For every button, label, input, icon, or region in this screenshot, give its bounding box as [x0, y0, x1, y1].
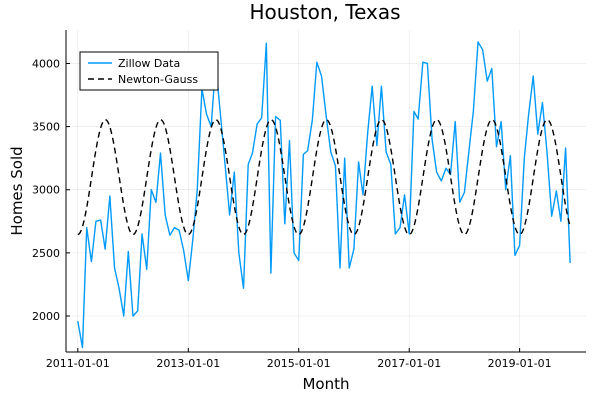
series-layer: [77, 41, 571, 349]
legend-label-zillow-data: Zillow Data: [118, 57, 180, 70]
legend: Zillow Data Newton-Gauss: [79, 51, 219, 91]
x-tick-label: 2015-01-01: [267, 357, 331, 370]
x-axis-label: Month: [302, 375, 349, 393]
x-tick-label: 2011-01-01: [46, 357, 110, 370]
series-newton-gauss-line: [77, 118, 571, 236]
legend-label-newton-gauss: Newton-Gauss: [118, 73, 198, 86]
chart-title: Houston, Texas: [249, 0, 400, 24]
plot-frame: [65, 30, 586, 353]
y-tick-label: 2000: [32, 310, 60, 323]
series-zillow-data-line: [77, 41, 571, 349]
y-tick-label: 3500: [32, 121, 60, 134]
y-tick-label: 2500: [32, 247, 60, 260]
x-tick-label: 2019-01-01: [488, 357, 552, 370]
y-tick-label: 3000: [32, 184, 60, 197]
x-tick-label: 2013-01-01: [156, 357, 220, 370]
y-tick-label: 4000: [32, 57, 60, 70]
x-ticks: 2011-01-01 2013-01-01 2015-01-01 2017-01-01…: [46, 348, 552, 370]
legend-box: [79, 51, 219, 91]
x-tick-label: 2017-01-01: [377, 357, 441, 370]
y-ticks: 2000 2500 3000 3500 4000: [32, 57, 70, 323]
y-axis-label: Homes Sold: [8, 146, 26, 235]
